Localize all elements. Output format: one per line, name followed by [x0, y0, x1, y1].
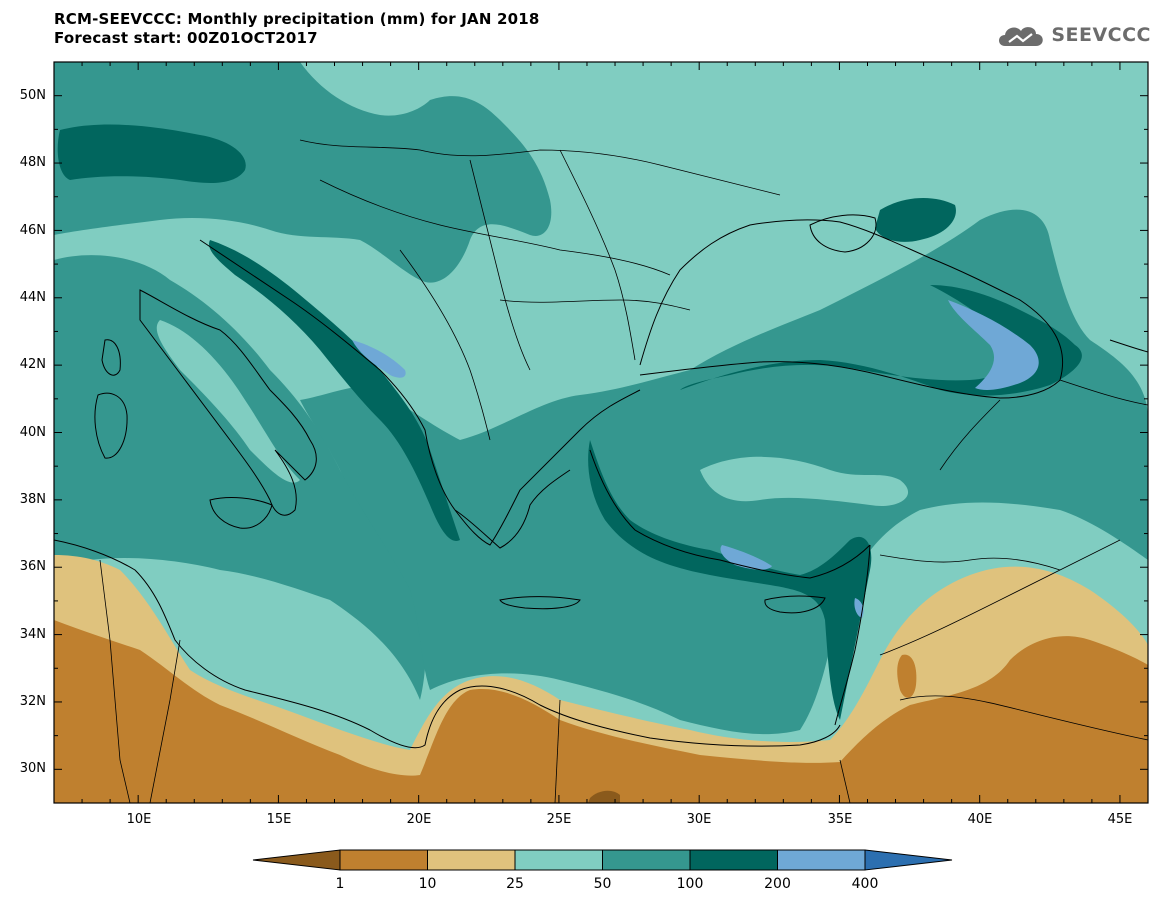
coast-sardinia: [94, 392, 128, 459]
field-200-400-lebanon: [854, 598, 864, 618]
field-100-200-turkey-coast: [588, 440, 872, 720]
coast-crimea: [809, 214, 877, 253]
coastlines: [54, 214, 1148, 749]
field-lt1-egypt: [588, 790, 620, 803]
lat-label-30n: 30N: [19, 761, 46, 776]
coast-greece: [454, 469, 571, 549]
colorbar-bin-10-25: [427, 849, 516, 871]
border-segment: [559, 149, 636, 361]
field-100-200-alps: [57, 124, 246, 183]
lat-label-50n: 50N: [19, 88, 46, 103]
lon-label-20e: 20E: [406, 812, 432, 827]
border-segment: [149, 639, 181, 803]
border-segment: [839, 759, 851, 803]
border-segment: [319, 179, 671, 276]
lon-label-30e: 30E: [686, 812, 712, 827]
lon-label-45e: 45E: [1107, 812, 1133, 827]
colorbar-bin-200-400: [777, 849, 866, 871]
field-1-10-jordan: [897, 654, 917, 698]
cloud-icon: [999, 27, 1044, 46]
field-200-400-caucasus: [948, 300, 1039, 391]
coast-turkey-south: [589, 449, 871, 579]
lon-label-25e: 25E: [546, 812, 572, 827]
border-segment: [469, 159, 531, 371]
field-50-100-north: [54, 62, 552, 283]
colorbar-bin-100-200: [689, 849, 778, 871]
lat-label-38n: 38N: [19, 492, 46, 507]
coast-italy: [139, 289, 317, 516]
borders: [99, 139, 1148, 803]
field-50-100-anatolia-gap: [700, 456, 909, 506]
lat-label-40n: 40N: [19, 425, 46, 440]
coast-cyprus: [764, 595, 826, 614]
lat-label-48n: 48N: [19, 155, 46, 170]
seevccc-logo: SEEVCCC: [995, 20, 1151, 50]
colorbar-low-triangle: [252, 849, 341, 871]
border-segment: [99, 559, 131, 803]
lat-label-34n: 34N: [19, 627, 46, 642]
colorbar-label-1: 1: [335, 876, 345, 892]
coast-corsica: [101, 339, 121, 376]
border-segment: [879, 539, 1121, 656]
lon-label-15e: 15E: [266, 812, 292, 827]
coast-sicily: [209, 497, 273, 529]
coast-caspian: [1109, 339, 1148, 353]
field-100-200-black-sea: [680, 285, 1082, 396]
colorbar-bin-50-100: [602, 849, 691, 871]
forecast-start-label: Forecast start: 00Z01OCT2017: [54, 29, 318, 47]
coast-crete: [499, 596, 581, 610]
field-200-400-dalmatia: [352, 340, 406, 378]
colorbar-label-100: 100: [676, 876, 704, 892]
border-segment: [1059, 379, 1148, 406]
axis-ticks: [54, 62, 1149, 803]
colorbar-label-50: 50: [593, 876, 612, 892]
colorbar-high-triangle: [864, 849, 953, 871]
colorbar-label-200: 200: [764, 876, 791, 892]
lat-label-44n: 44N: [19, 290, 46, 305]
border-segment: [499, 299, 691, 311]
colorbar-bin-25-50: [514, 849, 603, 871]
colorbar: [252, 849, 953, 871]
border-segment: [554, 699, 561, 803]
field-50-100-west: [54, 255, 426, 701]
border-segment: [879, 554, 1061, 571]
colorbar-bin-1-10: [339, 849, 428, 871]
map-title: RCM-SEEVCCC: Monthly precipitation (mm) …: [54, 10, 540, 28]
logo-text: SEEVCCC: [1051, 24, 1151, 46]
coast-black-sea-north: [639, 219, 1064, 381]
precipitation-field: [54, 62, 1148, 803]
lat-label-46n: 46N: [19, 223, 46, 238]
lat-label-42n: 42N: [19, 357, 46, 372]
border-segment: [939, 399, 1001, 471]
field-100-200-crimea: [875, 198, 956, 242]
field-100-200-adriatic: [209, 240, 460, 541]
field-50-100-adriatic-gap: [156, 320, 300, 483]
coast-levant: [834, 544, 871, 726]
lat-label-32n: 32N: [19, 694, 46, 709]
colorbar-label-400: 400: [851, 876, 879, 892]
border-segment: [299, 139, 781, 196]
border-segment: [899, 695, 1148, 741]
lon-label-35e: 35E: [827, 812, 853, 827]
lat-label-36n: 36N: [19, 559, 46, 574]
colorbar-label-10: 10: [418, 876, 437, 892]
lon-label-40e: 40E: [967, 812, 993, 827]
border-segment: [399, 249, 491, 441]
colorbar-label-25: 25: [506, 876, 524, 892]
field-1-10-south: [54, 620, 1148, 803]
lon-label-10e: 10E: [126, 812, 152, 827]
coast-north-africa: [54, 539, 841, 749]
coast-balkans: [199, 239, 641, 546]
coast-black-sea-south: [639, 361, 1061, 399]
